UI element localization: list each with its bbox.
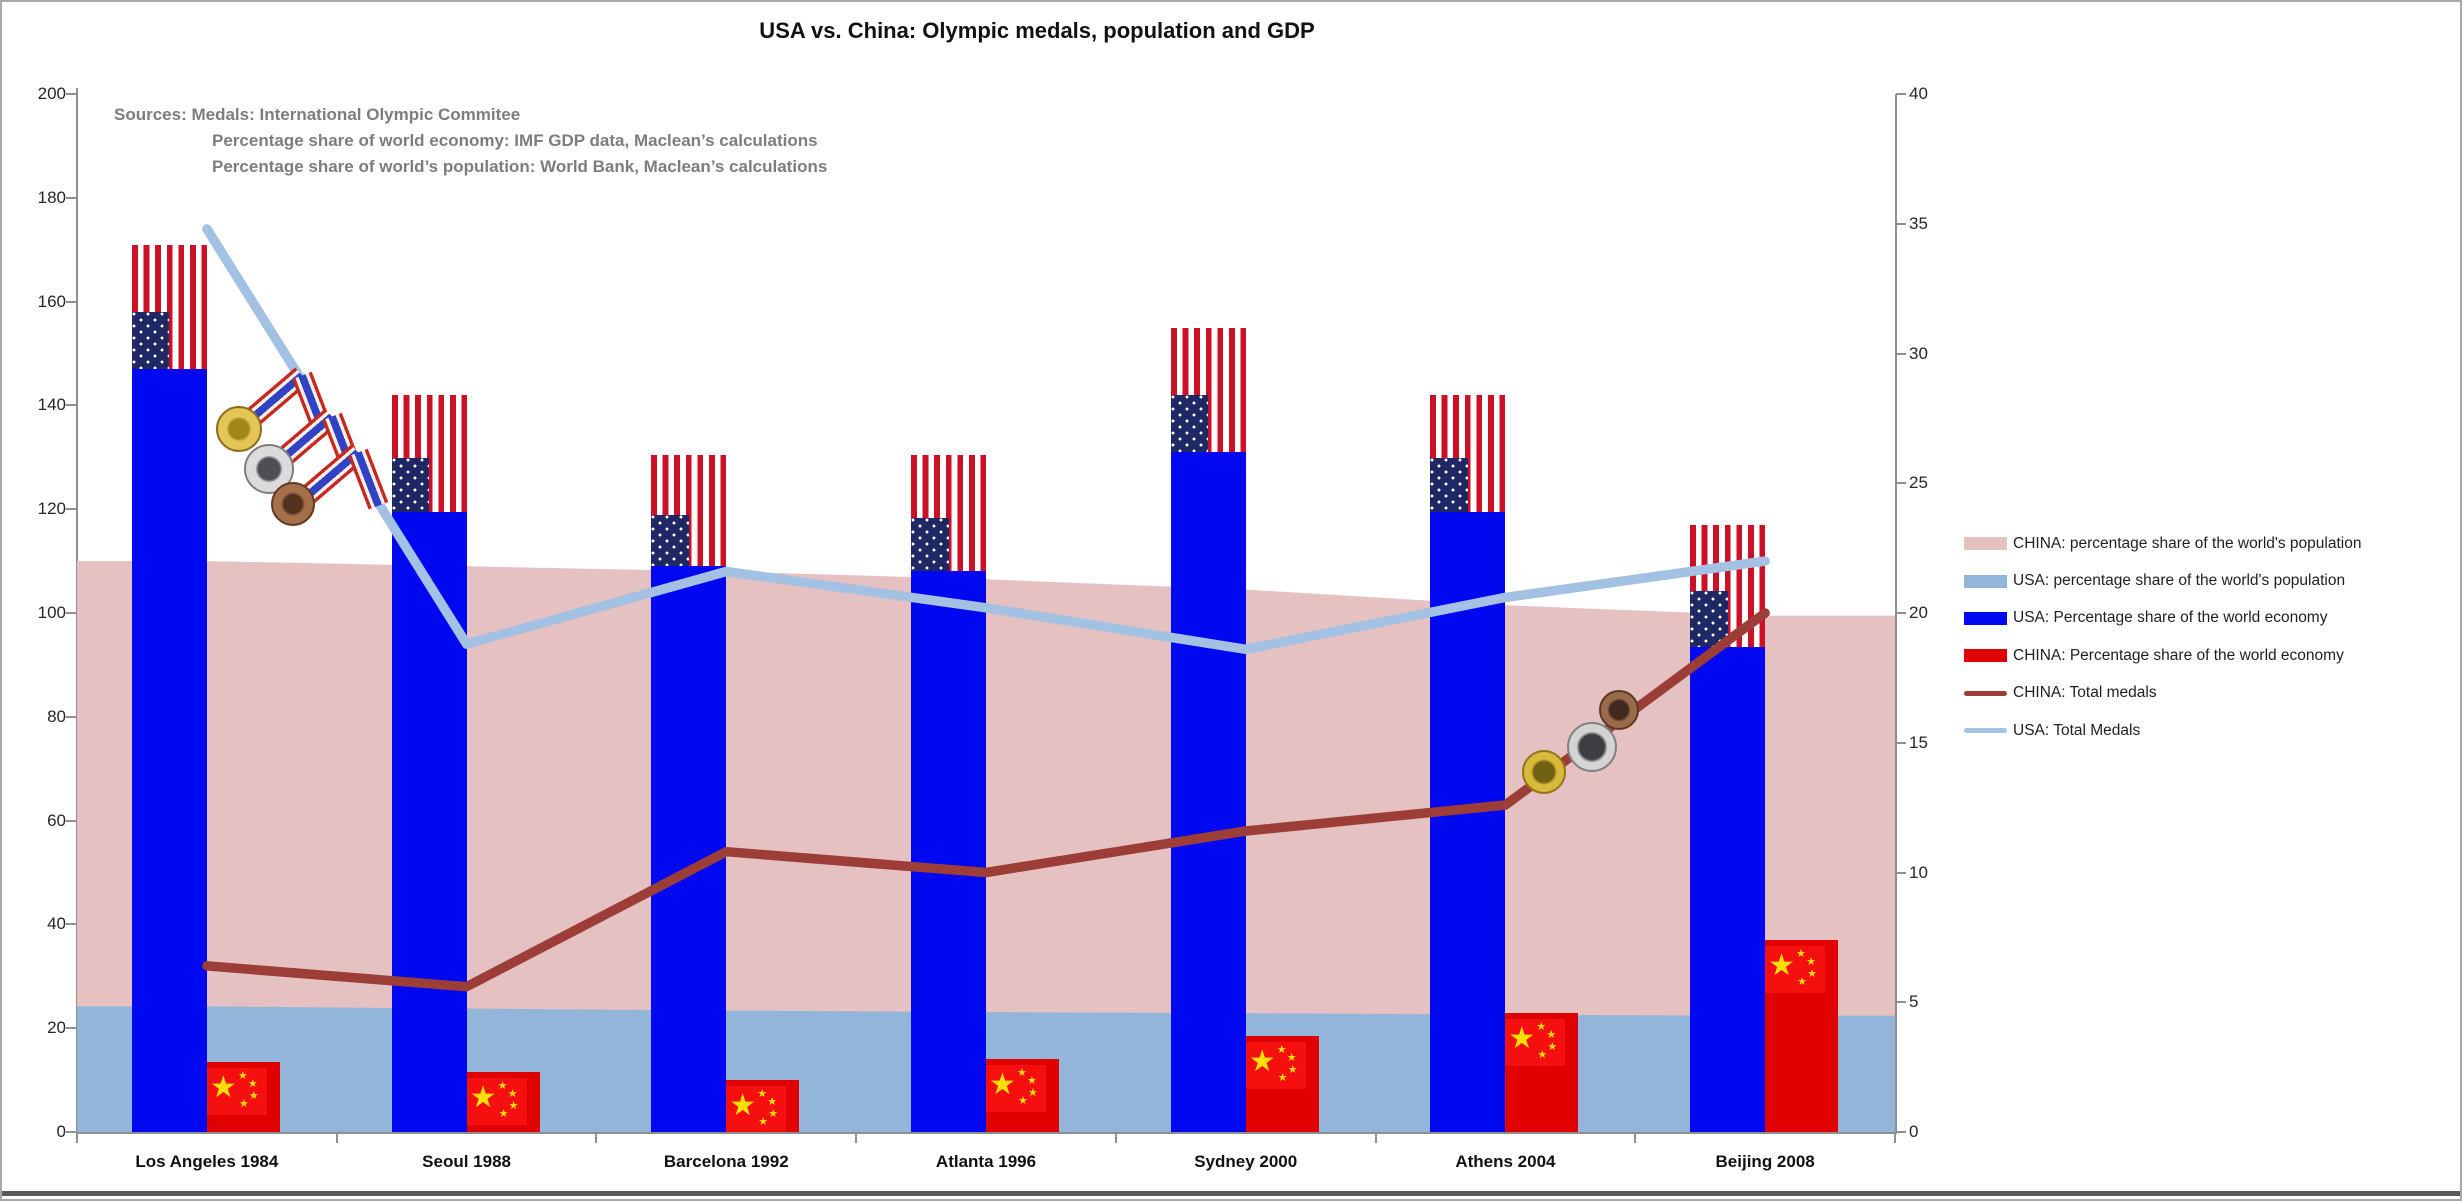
- y-axis-right-tick-label: 0: [1909, 1122, 1919, 1141]
- y-axis-left-tick-label: 40: [47, 914, 66, 934]
- y-axis-right-line: [1895, 94, 1897, 1134]
- chart-plot-area: ★ ★ ★ ★ ★ ★ ★ ★ ★ ★ ★ ★ ★ ★ ★ ★ ★ ★ ★ ★ ★ ★ ★ ★ ★ ★ ★ ★ ★ ★ ★ ★ ★ ★ ★: [77, 94, 1895, 1132]
- window-bottom-edge: [2, 1191, 2460, 1196]
- x-axis-boundary-tick: [595, 1132, 598, 1143]
- y-axis-left-tick-mark: [66, 300, 76, 303]
- y-axis-left-tick-mark: [66, 508, 76, 511]
- x-axis-category-label: Barcelona 1992: [663, 1152, 789, 1171]
- y-axis-left-tick-label: 160: [37, 291, 66, 311]
- y-axis-left-tick-label: 20: [47, 1018, 66, 1038]
- x-axis-boundary-tick: [1374, 1132, 1377, 1143]
- medal-lines-layer: [202, 224, 1770, 992]
- y-axis-right-tick-label: 10: [1909, 862, 1928, 882]
- y-axis-left-tick-mark: [66, 196, 76, 199]
- y-axis-left-tick-mark: [66, 93, 76, 95]
- legend-label: USA: Percentage share of the world econo…: [2013, 609, 2328, 627]
- y-axis-right-tick-label: 5: [1909, 992, 1919, 1012]
- x-axis-boundary-tick: [1634, 1132, 1637, 1143]
- legend-swatch-bar: [1964, 649, 2007, 663]
- y-axis-left-tick-mark: [66, 612, 76, 614]
- y-axis-left-tick-label: 120: [37, 499, 66, 519]
- legend-item: USA: percentage share of the world's pop…: [1964, 562, 2361, 599]
- legend-item: USA: Percentage share of the world econo…: [1964, 600, 2361, 637]
- x-axis-boundary-tick: [1894, 1132, 1896, 1143]
- legend-item: CHINA: Total medals: [1964, 675, 2361, 712]
- legend-label: CHINA: Percentage share of the world eco…: [2013, 646, 2344, 664]
- sources-line-3: Percentage share of world’s population: …: [212, 157, 828, 176]
- y-axis-left-tick-label: 80: [47, 706, 66, 726]
- legend-label: USA: Total Medals: [2013, 721, 2141, 739]
- china-total-medals-line: [202, 608, 1770, 992]
- chart-title: USA vs. China: Olympic medals, populatio…: [759, 18, 1315, 43]
- y-axis-right-tick-mark: [1896, 93, 1906, 95]
- y-axis-right-tick-label: 25: [1909, 473, 1928, 493]
- y-axis-right-tick-mark: [1896, 871, 1906, 874]
- y-axis-right-tick-mark: [1896, 222, 1906, 225]
- x-axis-category-label: Los Angeles 1984: [135, 1152, 279, 1171]
- y-axis-left-tick-label: 60: [47, 810, 66, 830]
- x-axis-line: [75, 1132, 1897, 1134]
- x-axis-boundary-tick: [335, 1132, 338, 1143]
- x-axis-category-label: Seoul 1988: [422, 1152, 511, 1171]
- legend-label: CHINA: Total medals: [2013, 684, 2157, 702]
- y-axis-right-tick-mark: [1896, 1001, 1906, 1004]
- y-axis-right-tick-label: 35: [1909, 213, 1928, 233]
- legend-swatch-line: [1964, 728, 2007, 734]
- legend-swatch-area: [1964, 574, 2007, 588]
- y-axis-left-tick-label: 200: [37, 84, 66, 103]
- y-axis-left-line: [75, 88, 78, 1134]
- y-axis-right-tick-label: 40: [1909, 84, 1928, 103]
- legend-swatch-bar: [1964, 611, 2007, 625]
- sources-note: Sources: Medals: International Olympic C…: [114, 102, 827, 180]
- usa-total-medals-line: [202, 224, 1770, 655]
- y-axis-left-tick-label: 100: [37, 603, 66, 622]
- legend: CHINA: percentage share of the world's p…: [1964, 525, 2361, 749]
- y-axis-left-tick-mark: [66, 715, 76, 718]
- y-axis-left-tick-label: 180: [37, 187, 66, 207]
- x-axis-boundary-tick: [1114, 1132, 1117, 1143]
- legend-label: CHINA: percentage share of the world's p…: [2013, 534, 2362, 552]
- y-axis-right-tick-label: 30: [1909, 343, 1928, 363]
- x-axis-category-label: Beijing 2008: [1715, 1152, 1815, 1171]
- legend-item: CHINA: percentage share of the world's p…: [1964, 525, 2361, 562]
- sources-line-2: Percentage share of world economy: IMF G…: [212, 131, 818, 150]
- y-axis-left-tick-label: 0: [56, 1122, 66, 1141]
- x-axis-category-label: Atlanta 1996: [935, 1152, 1037, 1171]
- x-axis-boundary-tick: [76, 1132, 78, 1143]
- legend-label: USA: percentage share of the world's pop…: [2013, 572, 2346, 590]
- y-axis-right-tick-mark: [1896, 612, 1906, 614]
- y-axis-right-tick-mark: [1896, 352, 1906, 355]
- legend-swatch-line: [1964, 690, 2007, 696]
- y-axis-right-tick-label: 15: [1909, 732, 1928, 752]
- y-axis-left-tick-mark: [66, 1027, 76, 1030]
- y-axis-left-tick-mark: [66, 923, 76, 926]
- x-axis-boundary-tick: [855, 1132, 858, 1143]
- y-axis-left-tick-mark: [66, 404, 76, 407]
- y-axis-right-tick-mark: [1896, 741, 1906, 744]
- x-axis-category-label: Athens 2004: [1455, 1152, 1556, 1171]
- x-axis-category-label: Sydney 2000: [1194, 1152, 1298, 1171]
- y-axis-right-tick-label: 20: [1909, 603, 1928, 622]
- y-axis-left-tick-mark: [66, 819, 76, 822]
- y-axis-left-tick-mark: [66, 1131, 76, 1133]
- y-axis-right-tick-mark: [1896, 1131, 1906, 1133]
- y-axis-left-tick-label: 140: [37, 395, 66, 415]
- y-axis-right-tick-mark: [1896, 482, 1906, 485]
- legend-swatch-area: [1964, 537, 2007, 551]
- legend-item: USA: Total Medals: [1964, 712, 2361, 749]
- legend-item: CHINA: Percentage share of the world eco…: [1964, 637, 2361, 674]
- sources-line-1: Sources: Medals: International Olympic C…: [114, 105, 521, 124]
